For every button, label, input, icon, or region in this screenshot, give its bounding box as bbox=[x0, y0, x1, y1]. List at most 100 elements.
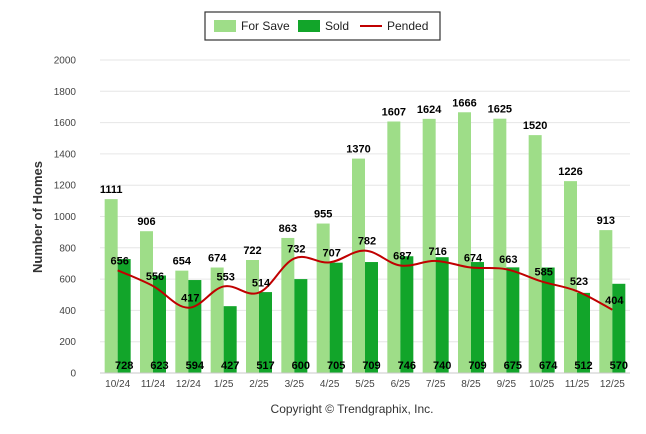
data-label-sold: 570 bbox=[610, 360, 628, 372]
data-label-for-sale: 654 bbox=[173, 256, 192, 268]
data-label-pended: 716 bbox=[428, 246, 446, 258]
data-label-for-sale: 1520 bbox=[523, 120, 547, 132]
x-tick-label: 2/25 bbox=[249, 379, 269, 390]
data-label-for-sale: 1624 bbox=[417, 104, 442, 116]
copyright-credit: Copyright © Trendgraphix, Inc. bbox=[271, 402, 434, 416]
bar-sold bbox=[541, 267, 555, 373]
x-tick-label: 11/24 bbox=[141, 379, 166, 390]
x-tick-label: 10/24 bbox=[105, 379, 130, 390]
data-label-pended: 732 bbox=[287, 243, 305, 255]
bar-for-sale bbox=[210, 267, 224, 373]
bar-for-sale bbox=[140, 231, 153, 373]
y-tick-label: 1400 bbox=[54, 149, 77, 160]
data-label-for-sale: 1625 bbox=[488, 104, 512, 116]
x-tick-label: 9/25 bbox=[497, 379, 517, 390]
bar-sold bbox=[153, 275, 166, 373]
data-label-pended: 417 bbox=[181, 293, 199, 305]
data-label-for-sale: 906 bbox=[137, 216, 155, 228]
data-label-for-sale: 722 bbox=[243, 245, 261, 257]
bar-for-sale bbox=[175, 270, 189, 373]
bar-for-sale bbox=[387, 121, 401, 373]
data-label-sold: 512 bbox=[574, 360, 592, 372]
legend: For Save Sold Pended bbox=[204, 11, 441, 41]
bar-for-sale bbox=[246, 260, 259, 373]
data-label-sold: 600 bbox=[292, 360, 310, 372]
y-tick-label: 200 bbox=[59, 337, 76, 348]
y-tick-label: 600 bbox=[59, 275, 76, 286]
bar-sold bbox=[506, 267, 520, 373]
x-tick-label: 12/24 bbox=[176, 379, 201, 390]
bar-sold bbox=[577, 292, 590, 373]
bar-sold bbox=[117, 259, 131, 373]
data-label-sold: 427 bbox=[221, 360, 239, 372]
y-tick-label: 800 bbox=[59, 243, 76, 254]
x-tick-label: 12/25 bbox=[600, 379, 625, 390]
y-tick-label: 1600 bbox=[54, 118, 77, 129]
bar-sold bbox=[365, 262, 378, 373]
x-tick-label: 3/25 bbox=[285, 379, 305, 390]
data-label-for-sale: 674 bbox=[208, 253, 227, 265]
x-tick-label: 7/25 bbox=[426, 379, 446, 390]
label-layer: 1111 728 906 623 654 594 674 427 722 517 863 600 955… bbox=[100, 97, 628, 372]
y-tick-label: 400 bbox=[59, 306, 76, 317]
bar-for-sale bbox=[564, 181, 577, 373]
data-label-pended: 656 bbox=[110, 255, 128, 267]
data-label-pended: 404 bbox=[605, 295, 624, 307]
data-label-sold: 709 bbox=[362, 360, 380, 372]
bar-for-sale bbox=[528, 135, 542, 373]
data-label-for-sale: 1607 bbox=[382, 107, 406, 119]
data-label-for-sale: 1111 bbox=[100, 184, 123, 196]
bar-for-sale bbox=[493, 118, 507, 373]
data-label-sold: 705 bbox=[327, 360, 345, 372]
y-axis-title: Number of Homes bbox=[30, 161, 45, 273]
data-label-pended: 523 bbox=[570, 276, 588, 288]
data-label-for-sale: 1226 bbox=[558, 166, 582, 178]
data-label-pended: 687 bbox=[393, 250, 411, 262]
y-tick-label: 1800 bbox=[54, 87, 77, 98]
x-tick-label: 1/25 bbox=[214, 379, 234, 390]
data-label-sold: 709 bbox=[468, 360, 486, 372]
bar-sold bbox=[612, 283, 626, 373]
bar-for-sale bbox=[104, 199, 118, 373]
bar-for-sale bbox=[422, 118, 436, 374]
data-label-pended: 556 bbox=[146, 271, 164, 283]
data-label-sold: 517 bbox=[256, 360, 274, 372]
bar-sold bbox=[400, 256, 414, 373]
bar-sold bbox=[329, 262, 343, 373]
data-label-sold: 675 bbox=[504, 360, 522, 372]
bar-for-sale bbox=[281, 237, 295, 373]
data-label-sold: 740 bbox=[433, 360, 451, 372]
legend-label-for-sale: For Save bbox=[241, 19, 290, 33]
data-label-for-sale: 1370 bbox=[346, 144, 370, 156]
axis-layer: 0 200 400 600 800 1000 1200 1400 1600 1800 2000 10/… bbox=[54, 56, 630, 390]
bar-for-sale bbox=[599, 230, 613, 373]
legend-label-sold: Sold bbox=[325, 19, 349, 33]
data-label-pended: 707 bbox=[322, 247, 340, 259]
y-tick-label: 1000 bbox=[54, 212, 77, 223]
legend-frame bbox=[204, 11, 441, 41]
bar-sold bbox=[223, 306, 237, 373]
data-label-sold: 594 bbox=[186, 360, 205, 372]
legend-swatch-for-sale bbox=[214, 20, 236, 32]
data-label-sold: 728 bbox=[115, 360, 133, 372]
bar-for-sale bbox=[458, 112, 471, 374]
x-tick-label: 11/25 bbox=[565, 379, 590, 390]
x-tick-label: 4/25 bbox=[320, 379, 340, 390]
data-label-sold: 623 bbox=[150, 360, 168, 372]
bar-sold bbox=[294, 279, 308, 373]
data-label-sold: 746 bbox=[398, 360, 416, 372]
data-label-sold: 674 bbox=[539, 360, 558, 372]
x-tick-label: 8/25 bbox=[461, 379, 481, 390]
x-tick-label: 10/25 bbox=[529, 379, 554, 390]
data-label-pended: 585 bbox=[534, 266, 552, 278]
line-layer bbox=[117, 249, 613, 311]
data-label-for-sale: 1666 bbox=[452, 97, 476, 109]
bar-layer bbox=[104, 112, 626, 374]
data-label-pended: 782 bbox=[358, 236, 376, 248]
bar-for-sale bbox=[316, 223, 330, 373]
bar-sold bbox=[259, 292, 272, 373]
data-label-for-sale: 955 bbox=[314, 209, 332, 221]
x-tick-label: 6/25 bbox=[391, 379, 411, 390]
